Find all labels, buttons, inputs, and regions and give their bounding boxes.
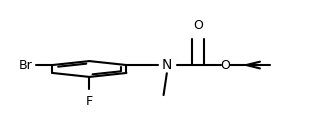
Text: Br: Br <box>19 59 33 71</box>
Text: O: O <box>220 59 230 71</box>
Text: O: O <box>193 19 203 32</box>
Text: N: N <box>162 58 172 72</box>
Text: F: F <box>86 95 93 108</box>
